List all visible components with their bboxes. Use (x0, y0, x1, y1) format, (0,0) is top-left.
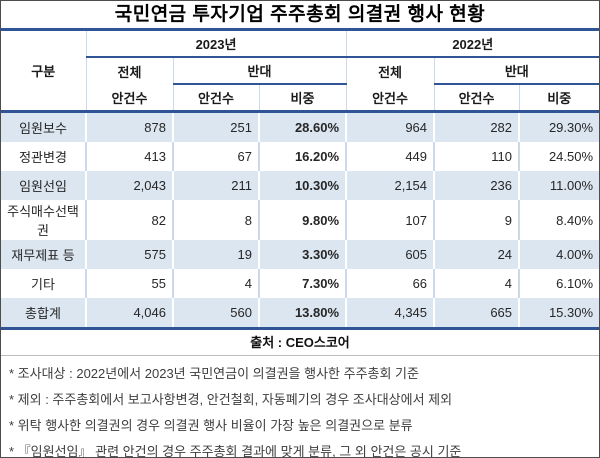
cell-2022-total: 66 (345, 269, 435, 298)
table-row: 임원선임 2,043 211 10.30% 2,154 236 11.00% (1, 171, 599, 200)
cell-2023-against: 4 (172, 269, 259, 298)
header-gubun: 구분 (1, 31, 86, 113)
row-label: 주식매수선택권 (1, 200, 86, 240)
header-ratio-2022: 비중 (518, 84, 599, 113)
row-label: 재무제표 등 (1, 240, 86, 269)
footnote-line: * 위탁 행사한 의결권의 경우 의결권 행사 비율이 가장 높은 의결권으로 … (9, 418, 413, 433)
cell-2022-ratio: 15.30% (518, 298, 599, 330)
cell-2023-against: 251 (172, 111, 259, 142)
cell-2023-total: 2,043 (85, 171, 173, 200)
cell-2022-ratio: 11.00% (518, 171, 599, 200)
cell-2023-ratio: 3.30% (257, 240, 347, 269)
footnote-line: * 『임원선임』 관련 안건의 경우 주주총회 결과에 맞게 분류, 그 외 안… (9, 444, 462, 458)
cell-2023-ratio: 13.80% (257, 298, 347, 330)
cell-2023-ratio: 28.60% (257, 111, 347, 142)
table-row-total: 총합계 4,046 560 13.80% 4,345 665 15.30% (1, 298, 599, 330)
cell-2023-total: 575 (85, 240, 173, 269)
cell-2022-ratio: 4.00% (518, 240, 599, 269)
cell-2023-against: 19 (172, 240, 259, 269)
cell-2022-against: 24 (433, 240, 520, 269)
header-total-2023: 전체 (85, 57, 173, 84)
cell-2022-ratio: 29.30% (518, 111, 599, 142)
cell-2023-total: 4,046 (85, 298, 173, 330)
header-count-against-2022: 안건수 (433, 84, 520, 113)
footnote-line: * 제외 : 주주총회에서 보고사항변경, 안건철회, 자동폐기의 경우 조사대… (9, 392, 453, 407)
header-count-against-2023: 안건수 (172, 84, 259, 113)
header-total-2022: 전체 (345, 57, 435, 84)
cell-2023-ratio: 9.80% (257, 200, 347, 240)
cell-2022-total: 605 (345, 240, 435, 269)
cell-2023-total: 55 (85, 269, 173, 298)
cell-2022-total: 449 (345, 142, 435, 171)
row-label: 총합계 (1, 298, 86, 330)
header-count-total-2023: 안건수 (85, 84, 173, 113)
source-credit: 출처 : CEO스코어 (1, 330, 599, 356)
cell-2023-total: 878 (85, 111, 173, 142)
cell-2022-against: 282 (433, 111, 520, 142)
row-label: 기타 (1, 269, 86, 298)
cell-2022-total: 964 (345, 111, 435, 142)
row-label: 임원보수 (1, 111, 86, 142)
cell-2023-ratio: 10.30% (257, 171, 347, 200)
voting-rights-table: 구분 2023년 2022년 전체 반대 전체 반대 안건수 안건수 비중 안건… (1, 31, 599, 330)
cell-2023-total: 413 (85, 142, 173, 171)
header-row-groups: 전체 반대 전체 반대 (1, 57, 599, 85)
cell-2023-against: 8 (172, 200, 259, 240)
page-title: 국민연금 투자기업 주주총회 의결권 행사 현황 (1, 1, 599, 31)
cell-2023-against: 560 (172, 298, 259, 330)
cell-2022-ratio: 6.10% (518, 269, 599, 298)
cell-2022-against: 9 (433, 200, 520, 240)
cell-2022-against: 236 (433, 171, 520, 200)
cell-2022-ratio: 8.40% (518, 200, 599, 240)
table-row: 주식매수선택권 82 8 9.80% 107 9 8.40% (1, 200, 599, 240)
footnotes: * 조사대상 : 2022년에서 2023년 국민연금이 의결권을 행사한 주주… (1, 356, 599, 458)
row-label: 정관변경 (1, 142, 86, 171)
header-year-2022: 2022년 (345, 31, 599, 58)
cell-2022-against: 4 (433, 269, 520, 298)
footnote-line: * 조사대상 : 2022년에서 2023년 국민연금이 의결권을 행사한 주주… (9, 366, 419, 381)
table-row: 재무제표 등 575 19 3.30% 605 24 4.00% (1, 240, 599, 269)
header-year-2023: 2023년 (85, 31, 347, 58)
table-row: 정관변경 413 67 16.20% 449 110 24.50% (1, 142, 599, 171)
cell-2022-against: 110 (433, 142, 520, 171)
table-row: 기타 55 4 7.30% 66 4 6.10% (1, 269, 599, 298)
header-row-years: 구분 2023년 2022년 (1, 31, 599, 113)
header-count-total-2022: 안건수 (345, 84, 435, 113)
cell-2022-total: 4,345 (345, 298, 435, 330)
header-row-measures: 안건수 안건수 비중 안건수 안건수 비중 (1, 84, 599, 113)
cell-2023-against: 211 (172, 171, 259, 200)
cell-2022-total: 2,154 (345, 171, 435, 200)
cell-2022-against: 665 (433, 298, 520, 330)
cell-2023-total: 82 (85, 200, 173, 240)
table-row: 임원보수 878 251 28.60% 964 282 29.30% (1, 111, 599, 142)
row-label: 임원선임 (1, 171, 86, 200)
header-against-2022: 반대 (433, 57, 599, 85)
cell-2023-ratio: 16.20% (257, 142, 347, 171)
cell-2023-against: 67 (172, 142, 259, 171)
header-ratio-2023: 비중 (258, 84, 347, 113)
cell-2023-ratio: 7.30% (257, 269, 347, 298)
cell-2022-total: 107 (345, 200, 435, 240)
header-against-2023: 반대 (172, 57, 347, 85)
cell-2022-ratio: 24.50% (518, 142, 599, 171)
